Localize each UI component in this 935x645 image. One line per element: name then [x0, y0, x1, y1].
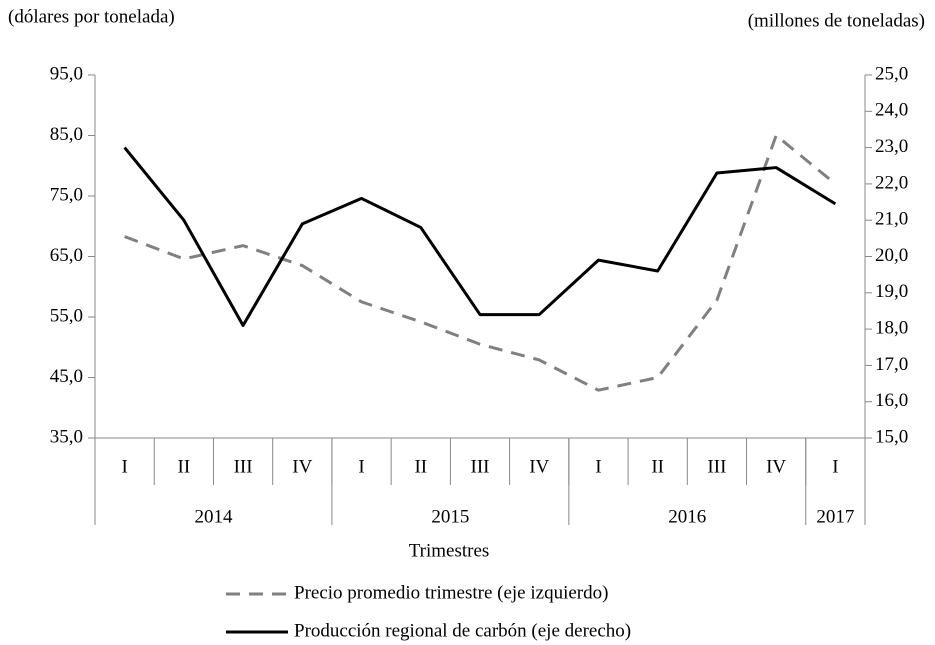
y-tick-label: 95,0	[50, 63, 83, 84]
y-tick-label: 45,0	[50, 366, 83, 387]
x-tick-label: I	[121, 456, 127, 477]
x-tick-label: IV	[529, 456, 549, 477]
y2-tick-label: 17,0	[875, 354, 908, 375]
x-tick-label: I	[595, 456, 601, 477]
x-tick-label: III	[234, 456, 253, 477]
group-label: 2016	[668, 506, 706, 527]
x-tick-label: I	[832, 456, 838, 477]
series-line	[123, 146, 837, 327]
y2-tick-label: 20,0	[875, 245, 908, 266]
series-line	[124, 134, 837, 392]
group-label: 2014	[194, 506, 233, 527]
y2-tick-label: 21,0	[875, 209, 908, 230]
x-tick-label: II	[414, 456, 427, 477]
y2-tick-label: 22,0	[875, 172, 908, 193]
x-tick-label: I	[358, 456, 364, 477]
y-tick-label: 65,0	[50, 245, 83, 266]
y2-tick-label: 19,0	[875, 281, 908, 302]
y2-tick-label: 25,0	[875, 63, 908, 84]
y2-axis-title: (millones de toneladas)	[748, 10, 925, 31]
x-tick-label: II	[651, 456, 664, 477]
y2-tick-label: 18,0	[875, 317, 908, 338]
x-tick-label: III	[707, 456, 726, 477]
y2-tick-label: 23,0	[875, 136, 908, 157]
x-tick-label: IV	[766, 456, 786, 477]
x-axis-title: Trimestres	[409, 540, 490, 561]
legend-label: Precio promedio trimestre (eje izquierdo…	[294, 582, 608, 603]
x-tick-label: III	[471, 456, 490, 477]
y-axis-title: (dólares por tonelada)	[8, 6, 175, 27]
y-tick-label: 35,0	[50, 426, 83, 447]
x-tick-label: IV	[292, 456, 312, 477]
y-tick-label: 75,0	[50, 184, 83, 205]
group-label: 2015	[431, 506, 469, 527]
y2-tick-label: 15,0	[875, 426, 908, 447]
x-tick-label: II	[178, 456, 191, 477]
y-tick-label: 85,0	[50, 124, 83, 145]
y2-tick-label: 16,0	[875, 390, 908, 411]
y2-tick-label: 24,0	[875, 100, 908, 121]
y-tick-label: 55,0	[50, 305, 83, 326]
group-label: 2017	[816, 506, 854, 527]
legend-label: Producción regional de carbón (eje derec…	[294, 620, 631, 641]
